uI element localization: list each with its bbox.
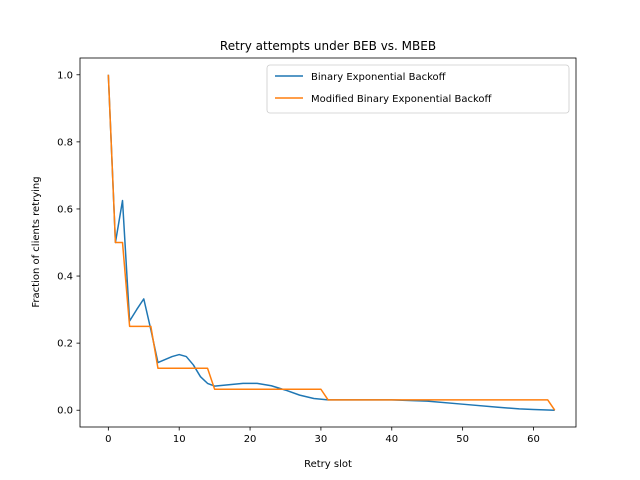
y-tick-label: 0.0 <box>57 406 73 417</box>
x-tick-label: 20 <box>244 434 257 445</box>
legend-label-1: Binary Exponential Backoff <box>311 72 447 83</box>
series-line-2 <box>107 74 556 411</box>
y-tick-label: 1.0 <box>57 70 73 81</box>
x-tick-label: 50 <box>456 434 469 445</box>
x-tick-label: 0 <box>105 434 111 445</box>
y-axis: 0.0 0.2 0.4 0.6 0.8 1.0 <box>57 70 80 417</box>
x-axis-label: Retry slot <box>304 459 352 470</box>
y-tick-label: 0.6 <box>57 204 73 215</box>
y-tick-label: 0.2 <box>57 339 73 350</box>
x-tick-label: 40 <box>385 434 398 445</box>
legend-box <box>266 64 570 114</box>
series-line-1 <box>107 74 555 411</box>
plot-area <box>79 57 577 428</box>
y-tick-label: 0.8 <box>57 137 73 148</box>
y-tick-label: 0.4 <box>57 272 73 283</box>
x-tick-label: 60 <box>527 434 540 445</box>
legend-label-2: Modified Binary Exponential Backoff <box>311 94 493 105</box>
plot-frame <box>79 57 577 428</box>
x-tick-label: 30 <box>315 434 328 445</box>
y-axis-label: Fraction of clients retrying <box>31 176 42 307</box>
legend: Binary Exponential Backoff Modified Binar… <box>266 64 570 114</box>
chart-title: Retry attempts under BEB vs. MBEB <box>220 39 436 53</box>
x-tick-label: 10 <box>173 434 186 445</box>
x-axis: 0 10 20 30 40 50 60 <box>105 427 540 445</box>
